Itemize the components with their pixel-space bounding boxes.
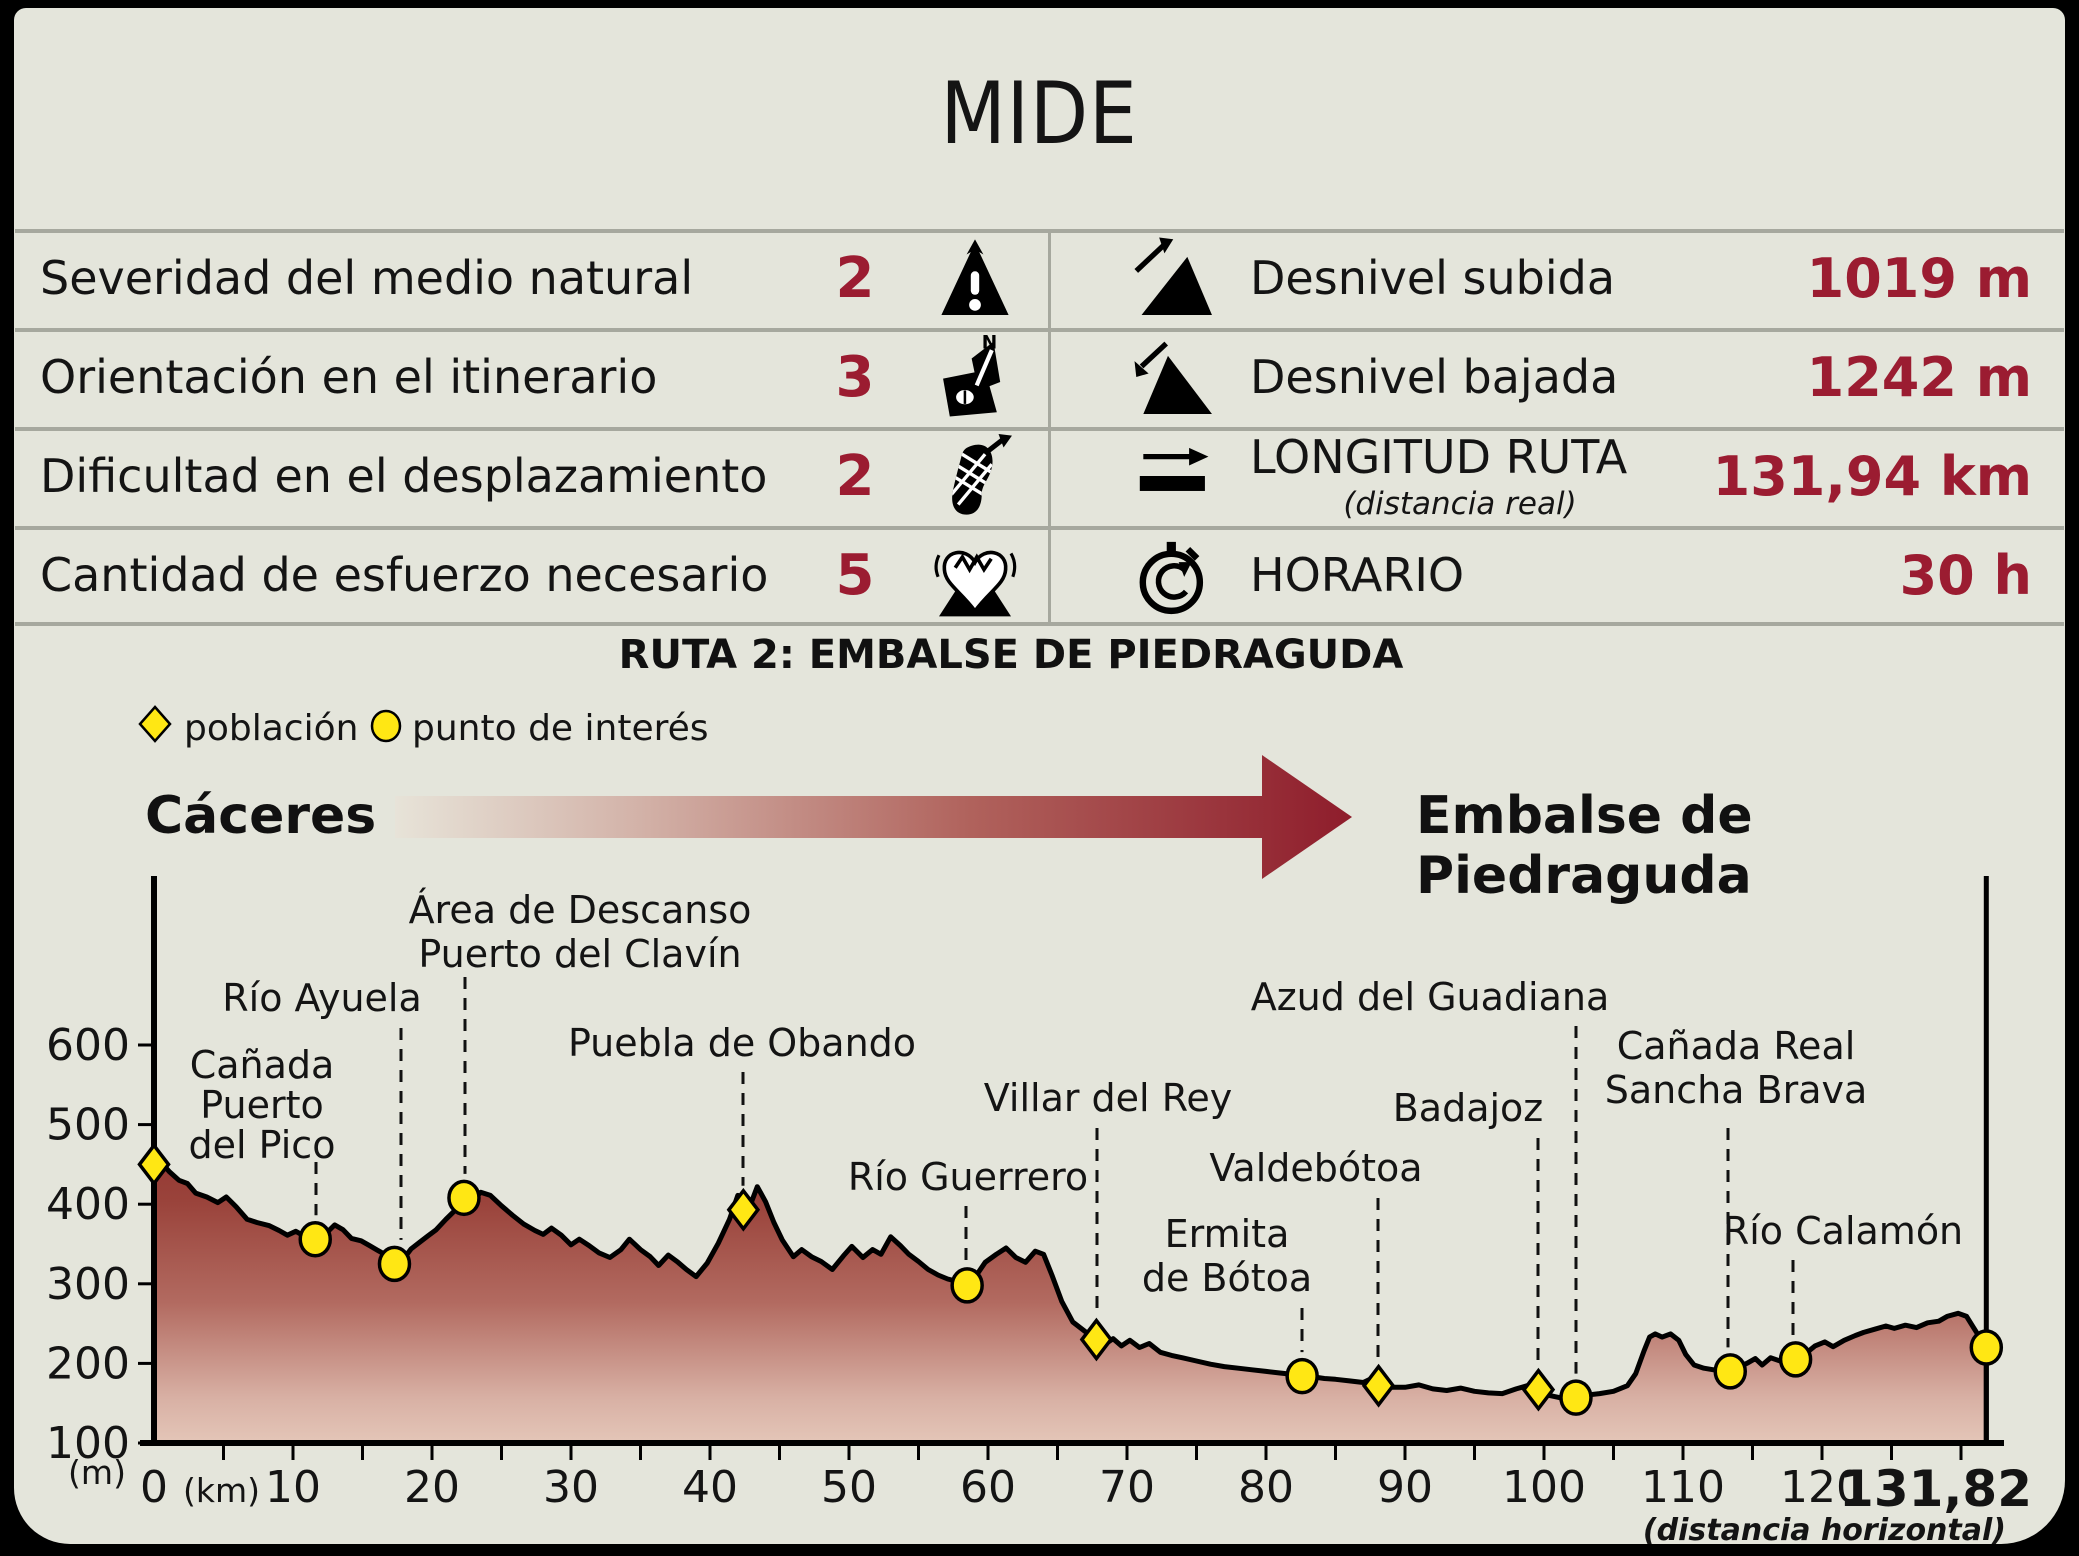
row-label: Desnivel bajada	[1250, 350, 1619, 404]
route-title: RUTA 2: EMBALSE DE PIEDRAGUDA	[618, 632, 1404, 678]
column-divider	[1048, 229, 1051, 626]
row-label: Dificultad en el desplazamiento	[40, 449, 768, 503]
route-end-label: Embalse de Piedraguda	[1416, 786, 1753, 906]
legend-circle-icon	[369, 708, 403, 748]
length-value: 131,94 km	[1712, 444, 2032, 508]
separator	[15, 526, 2064, 530]
legend-label-poblacion: población	[184, 708, 359, 749]
stopwatch-icon	[1100, 529, 1250, 621]
orientation-value: 3	[835, 344, 875, 410]
separator	[15, 622, 2064, 626]
legend-label-punto-interes: punto de interés	[412, 708, 709, 749]
row-label: HORARIO	[1250, 548, 1465, 602]
difficulty-value: 2	[835, 443, 875, 509]
length-sublabel: (distancia real)	[1343, 486, 1577, 522]
row-orientation: Orientación en el itinerario 3 N	[40, 328, 1040, 426]
compass-map-icon: N	[910, 331, 1040, 423]
descent-value: 1242 m	[1806, 345, 2032, 409]
descent-icon	[1100, 333, 1250, 421]
row-severity: Severidad del medio natural 2	[40, 229, 1040, 327]
row-label: Orientación en el itinerario	[40, 350, 658, 404]
legend-diamond-icon	[138, 705, 172, 747]
ascent-icon	[1100, 234, 1250, 322]
ascent-value: 1019 m	[1806, 246, 2032, 310]
row-label: Desnivel subida	[1250, 251, 1616, 305]
page-title: MIDE	[940, 64, 1139, 164]
boot-print-icon	[910, 430, 1040, 522]
row-effort: Cantidad de esfuerzo necesario 5	[40, 526, 1040, 624]
row-time: HORARIO 30 h	[1100, 526, 2032, 624]
row-ascent: Desnivel subida 1019 m	[1100, 229, 2032, 327]
separator	[15, 328, 2064, 332]
time-value: 30 h	[1899, 543, 2032, 607]
severity-value: 2	[835, 245, 875, 311]
row-label: LONGITUD RUTA (distancia real)	[1250, 430, 1702, 522]
row-length: LONGITUD RUTA (distancia real) 131,94 km	[1100, 427, 2032, 525]
route-start-label: Cáceres	[145, 786, 377, 846]
row-descent: Desnivel bajada 1242 m	[1100, 328, 2032, 426]
row-label: Cantidad de esfuerzo necesario	[40, 548, 769, 602]
mountain-warning-icon	[910, 234, 1040, 322]
separator	[15, 427, 2064, 431]
direction-arrow	[395, 745, 1360, 889]
row-label: Severidad del medio natural	[40, 251, 694, 305]
effort-value: 5	[835, 542, 875, 608]
heart-mountain-icon	[910, 529, 1040, 621]
separator	[15, 229, 2064, 233]
length-label: LONGITUD RUTA	[1250, 430, 1628, 484]
route-length-icon	[1100, 432, 1250, 520]
row-difficulty: Dificultad en el desplazamiento 2	[40, 427, 1040, 525]
